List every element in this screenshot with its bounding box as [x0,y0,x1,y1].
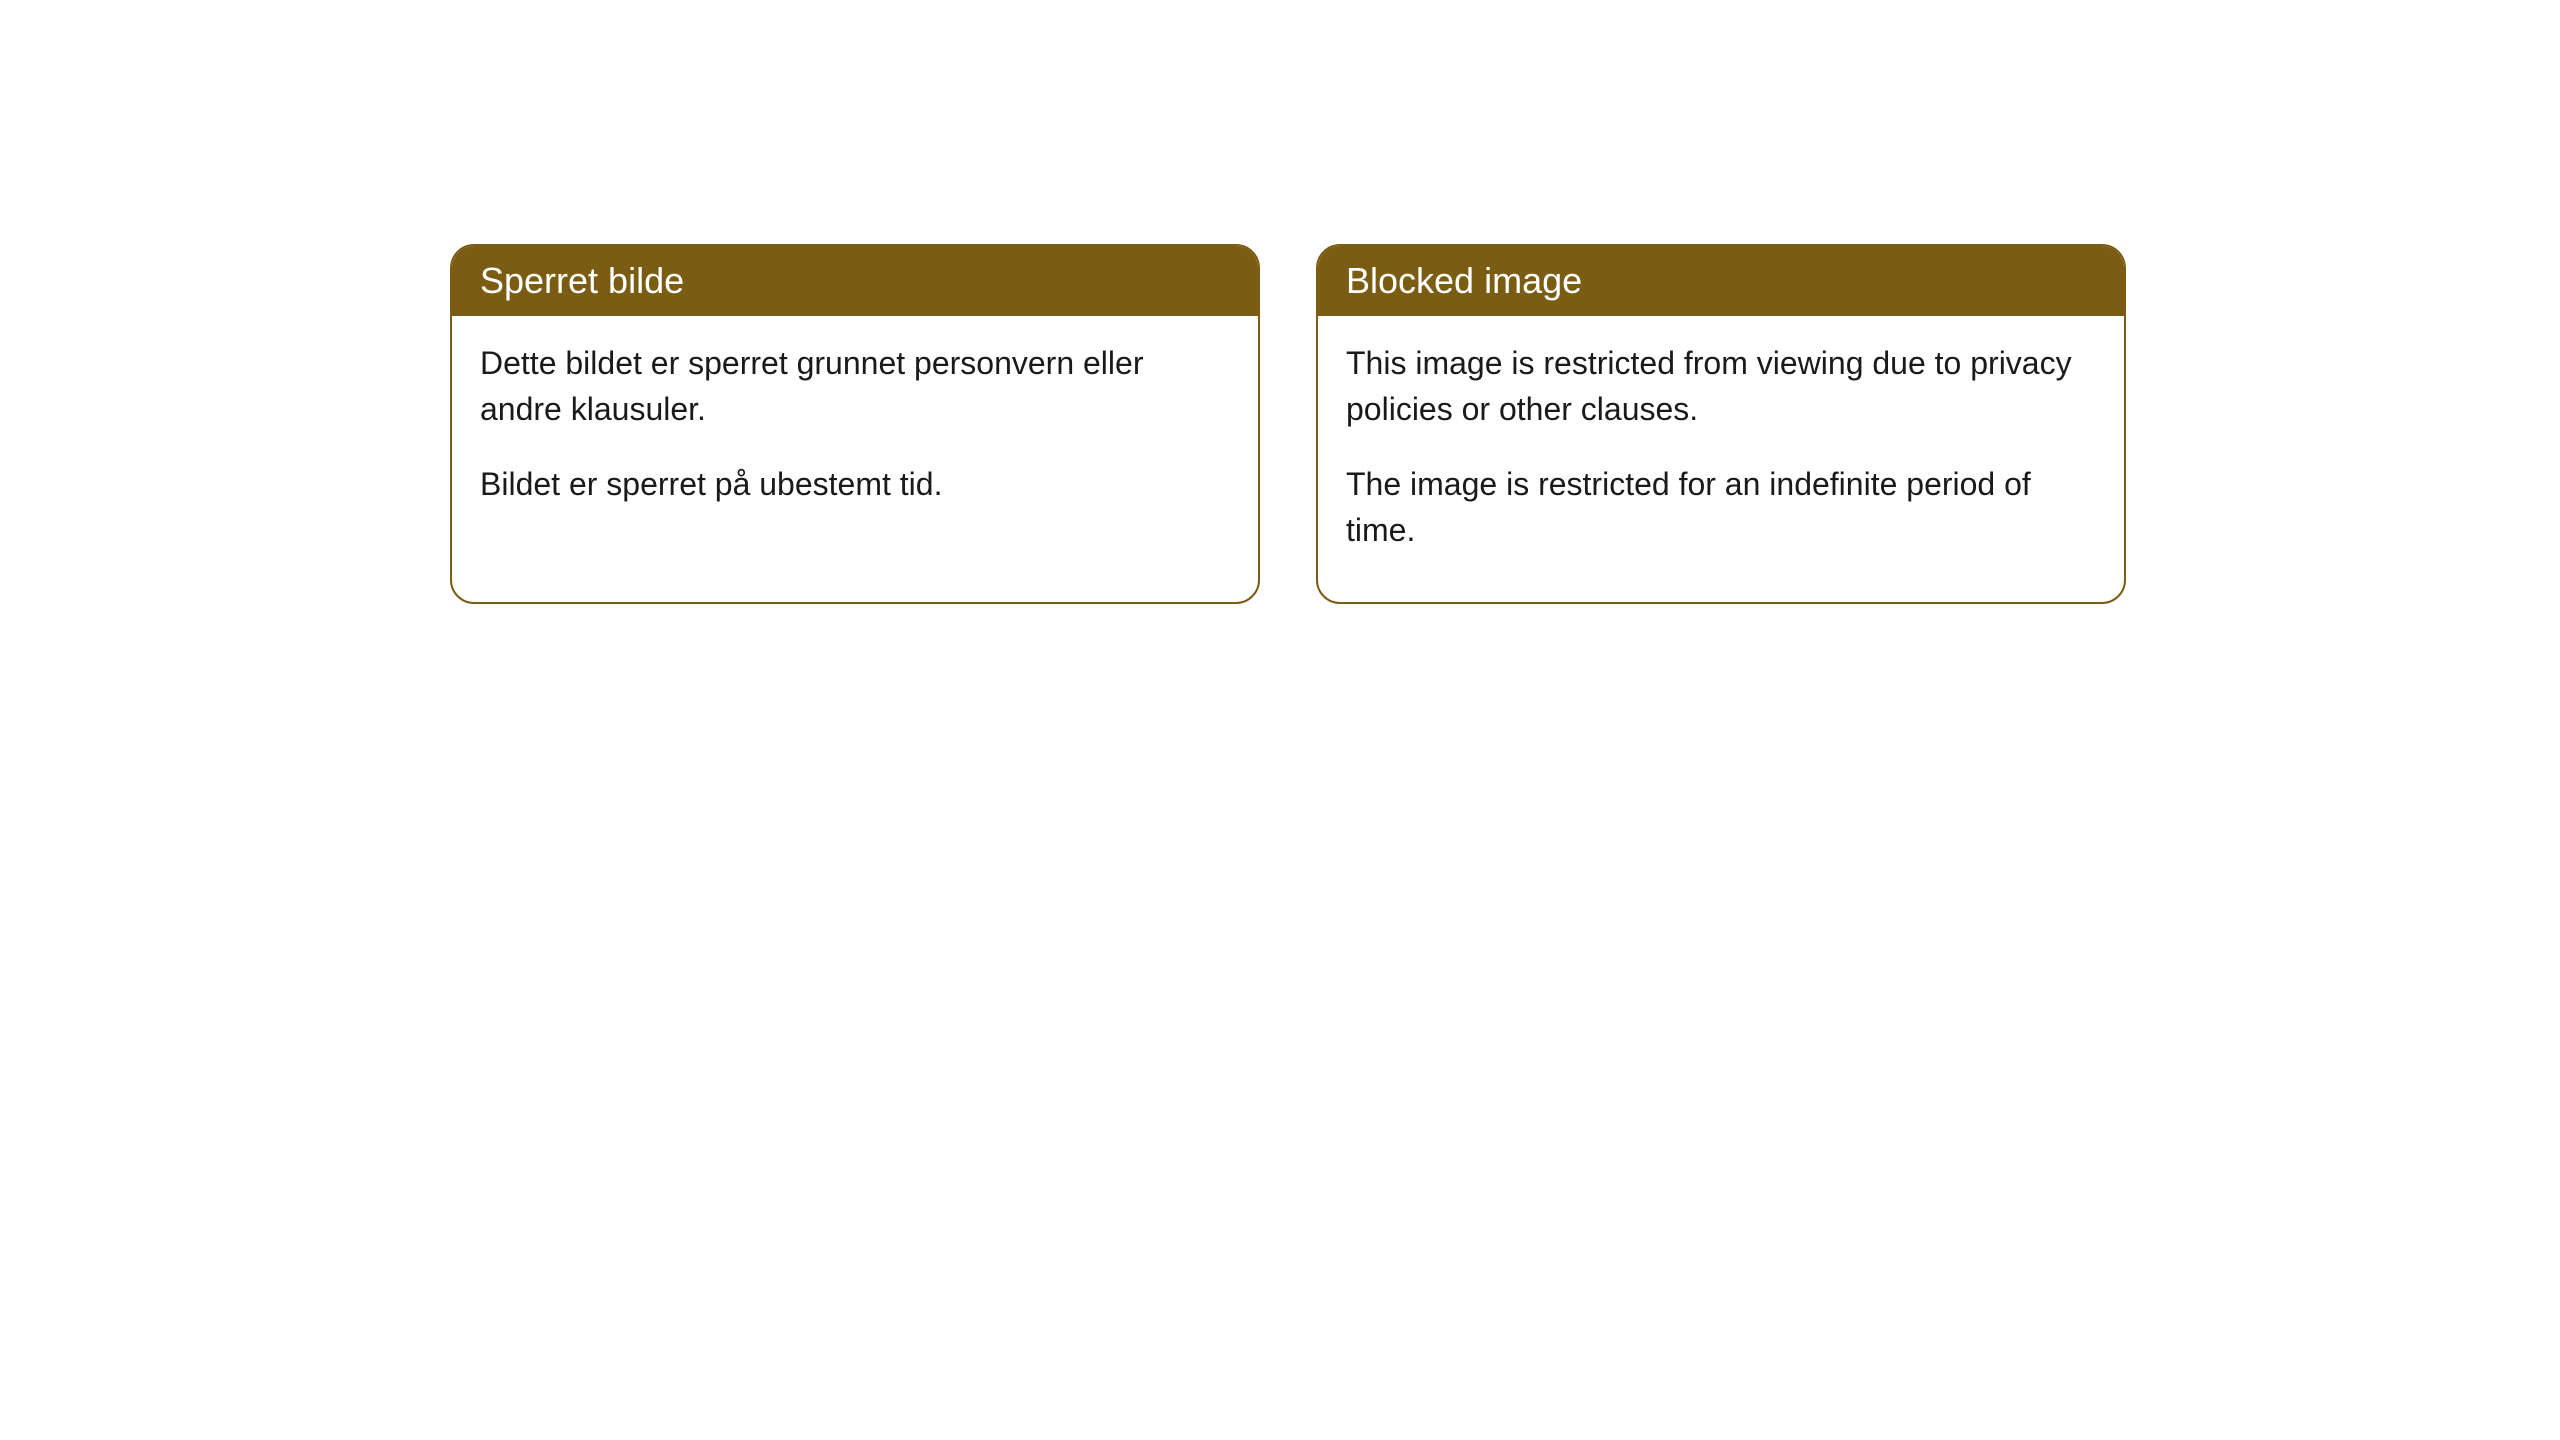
card-title: Sperret bilde [452,246,1258,316]
card-paragraph-2: The image is restricted for an indefinit… [1346,461,2096,554]
card-paragraph-2: Bildet er sperret på ubestemt tid. [480,461,1230,507]
card-title: Blocked image [1318,246,2124,316]
card-paragraph-1: This image is restricted from viewing du… [1346,340,2096,433]
cards-container: Sperret bilde Dette bildet er sperret gr… [0,0,2560,604]
blocked-image-card-english: Blocked image This image is restricted f… [1316,244,2126,604]
card-paragraph-1: Dette bildet er sperret grunnet personve… [480,340,1230,433]
card-body: Dette bildet er sperret grunnet personve… [452,316,1258,555]
blocked-image-card-norwegian: Sperret bilde Dette bildet er sperret gr… [450,244,1260,604]
card-body: This image is restricted from viewing du… [1318,316,2124,602]
